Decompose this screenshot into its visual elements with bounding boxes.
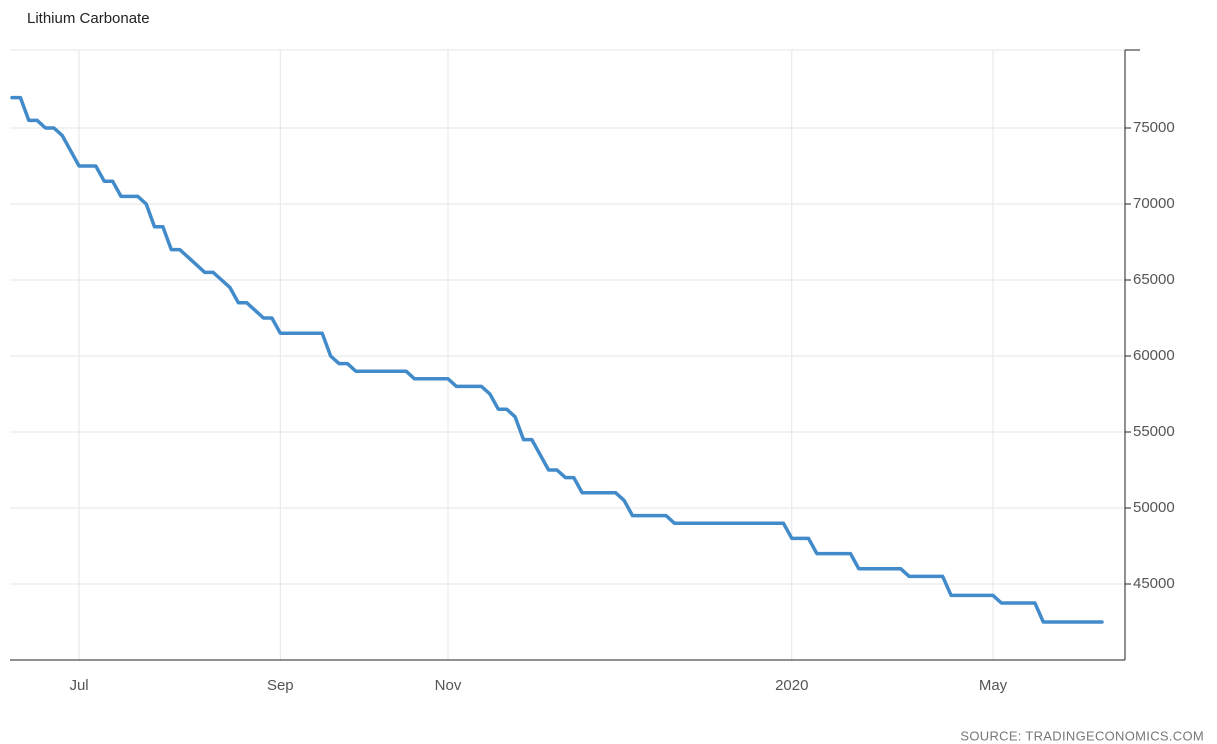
grid [10, 50, 1125, 660]
marks [10, 95, 1104, 624]
y-tick-label: 45000 [1133, 575, 1175, 592]
x-tick-label: Nov [435, 677, 462, 694]
x-tick-label: May [979, 677, 1008, 694]
y-tick-label: 75000 [1133, 119, 1175, 136]
chart-title: Lithium Carbonate [27, 10, 150, 27]
x-tick-label: Jul [69, 677, 88, 694]
line [10, 95, 1104, 624]
y-tick-label: 60000 [1133, 347, 1175, 364]
x-tick-label: Sep [267, 677, 294, 694]
x-tick-label: 2020 [775, 677, 808, 694]
y-tick-label: 70000 [1133, 195, 1175, 212]
y-tick-label: 50000 [1133, 499, 1175, 516]
y-tick-label: 65000 [1133, 271, 1175, 288]
source: SOURCE: TRADINGECONOMICS.COM [960, 728, 1204, 743]
y-tick-label: 55000 [1133, 423, 1175, 440]
